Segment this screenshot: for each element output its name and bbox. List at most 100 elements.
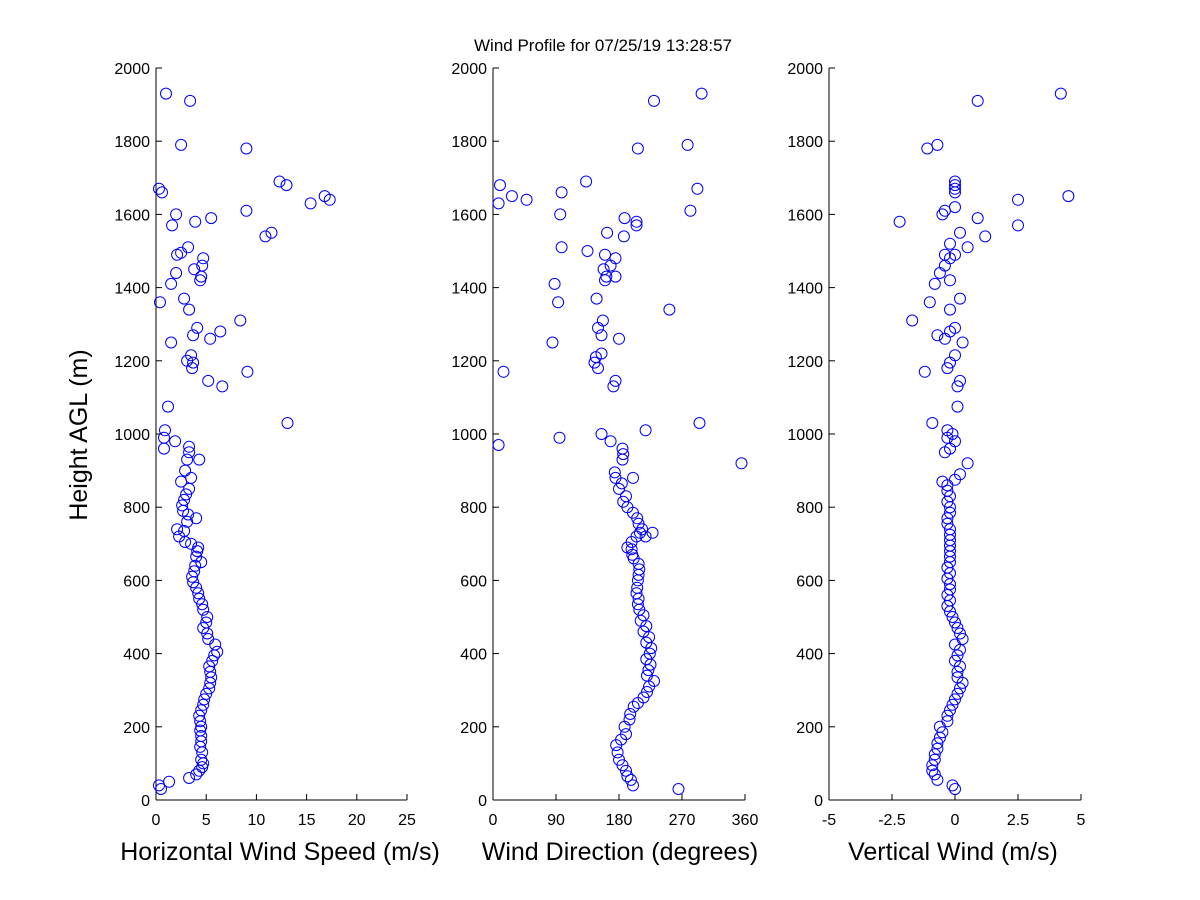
data-point bbox=[505, 190, 518, 203]
x-tick-label: 20 bbox=[348, 812, 366, 829]
data-point bbox=[304, 197, 317, 210]
data-point bbox=[590, 292, 603, 305]
data-point bbox=[949, 783, 961, 795]
data-point bbox=[611, 746, 624, 759]
data-point bbox=[190, 768, 203, 781]
data-point bbox=[944, 506, 956, 519]
data-point bbox=[601, 226, 614, 239]
data-point bbox=[954, 627, 966, 640]
x-tick-label: -5 bbox=[822, 812, 836, 829]
data-point bbox=[931, 773, 944, 786]
data-point bbox=[185, 471, 198, 484]
height-axis-label: Height AGL (m) bbox=[65, 349, 93, 520]
vertical-wind-axis-label: Vertical Wind (m/s) bbox=[848, 838, 1058, 866]
data-point bbox=[941, 561, 954, 574]
data-point bbox=[187, 356, 200, 369]
data-point bbox=[946, 698, 959, 711]
data-point bbox=[200, 687, 213, 700]
y-tick-label: 400 bbox=[796, 647, 823, 664]
data-point bbox=[946, 611, 959, 623]
y-tick-label: 400 bbox=[460, 647, 487, 664]
data-point bbox=[190, 512, 203, 525]
data-point bbox=[624, 773, 637, 786]
x-tick-label: 0 bbox=[951, 812, 960, 829]
y-tick-label: 1200 bbox=[114, 354, 150, 371]
data-point bbox=[589, 351, 602, 364]
data-point bbox=[949, 248, 961, 261]
data-point bbox=[938, 204, 951, 217]
data-point bbox=[954, 468, 966, 481]
data-point bbox=[171, 523, 184, 536]
data-point bbox=[195, 730, 208, 742]
y-tick-label: 2000 bbox=[114, 61, 150, 78]
data-point bbox=[613, 753, 625, 766]
y-tick-label: 1200 bbox=[451, 354, 487, 371]
data-point bbox=[928, 277, 941, 290]
data-point bbox=[520, 193, 533, 206]
data-point bbox=[639, 424, 652, 437]
data-point bbox=[241, 365, 254, 378]
data-point bbox=[1054, 87, 1067, 100]
y-tick-label: 1400 bbox=[451, 281, 487, 298]
data-point bbox=[944, 237, 956, 250]
figure-title: Wind Profile for 07/25/19 13:28:57 bbox=[474, 36, 732, 55]
data-point bbox=[617, 230, 630, 243]
y-tick-label: 1800 bbox=[451, 134, 487, 151]
data-point bbox=[637, 625, 650, 638]
data-point bbox=[931, 329, 944, 342]
data-point bbox=[944, 274, 956, 287]
data-point bbox=[200, 616, 213, 629]
y-tick-label: 800 bbox=[796, 500, 823, 517]
y-tick-label: 1800 bbox=[787, 134, 823, 151]
data-point bbox=[931, 737, 944, 750]
y-tick-label: 1800 bbox=[114, 134, 150, 151]
x-tick-label: 0 bbox=[152, 812, 161, 829]
data-point bbox=[163, 775, 176, 788]
data-point bbox=[640, 636, 653, 649]
data-point bbox=[695, 87, 708, 100]
data-point bbox=[214, 325, 227, 338]
data-point bbox=[646, 526, 659, 539]
data-point bbox=[154, 296, 166, 309]
data-point bbox=[1012, 193, 1024, 206]
data-point bbox=[949, 321, 961, 334]
y-tick-label: 800 bbox=[123, 500, 150, 517]
y-tick-label: 600 bbox=[796, 573, 823, 590]
data-point bbox=[494, 179, 506, 192]
data-point bbox=[933, 267, 946, 279]
data-point bbox=[613, 482, 625, 495]
data-point bbox=[178, 292, 191, 305]
data-point bbox=[197, 698, 210, 711]
y-tick-label: 1600 bbox=[451, 207, 487, 224]
y-tick-label: 0 bbox=[814, 793, 823, 810]
data-point bbox=[204, 332, 217, 345]
data-point bbox=[609, 374, 622, 387]
x-tick-label: 10 bbox=[248, 812, 266, 829]
data-point bbox=[928, 748, 941, 761]
data-point bbox=[604, 259, 617, 272]
data-point bbox=[627, 471, 639, 484]
data-point bbox=[941, 517, 954, 530]
data-point bbox=[648, 94, 660, 107]
x-tick-label: 2.5 bbox=[1007, 812, 1029, 829]
data-point bbox=[600, 270, 613, 283]
data-point bbox=[621, 770, 634, 783]
data-point bbox=[946, 779, 959, 792]
data-point bbox=[592, 321, 604, 334]
data-point bbox=[240, 142, 253, 155]
data-point bbox=[190, 550, 203, 563]
y-tick-label: 200 bbox=[123, 720, 150, 737]
data-point bbox=[497, 365, 510, 378]
y-tick-label: 0 bbox=[141, 793, 150, 810]
data-point bbox=[956, 633, 969, 645]
data-point bbox=[552, 296, 565, 309]
data-point bbox=[192, 587, 205, 600]
data-point bbox=[681, 138, 694, 151]
data-point bbox=[944, 523, 956, 536]
x-tick-label: 25 bbox=[398, 812, 416, 829]
data-point bbox=[604, 435, 617, 448]
data-point bbox=[181, 453, 194, 466]
data-point bbox=[197, 603, 210, 616]
x-tick-label: 90 bbox=[547, 812, 565, 829]
